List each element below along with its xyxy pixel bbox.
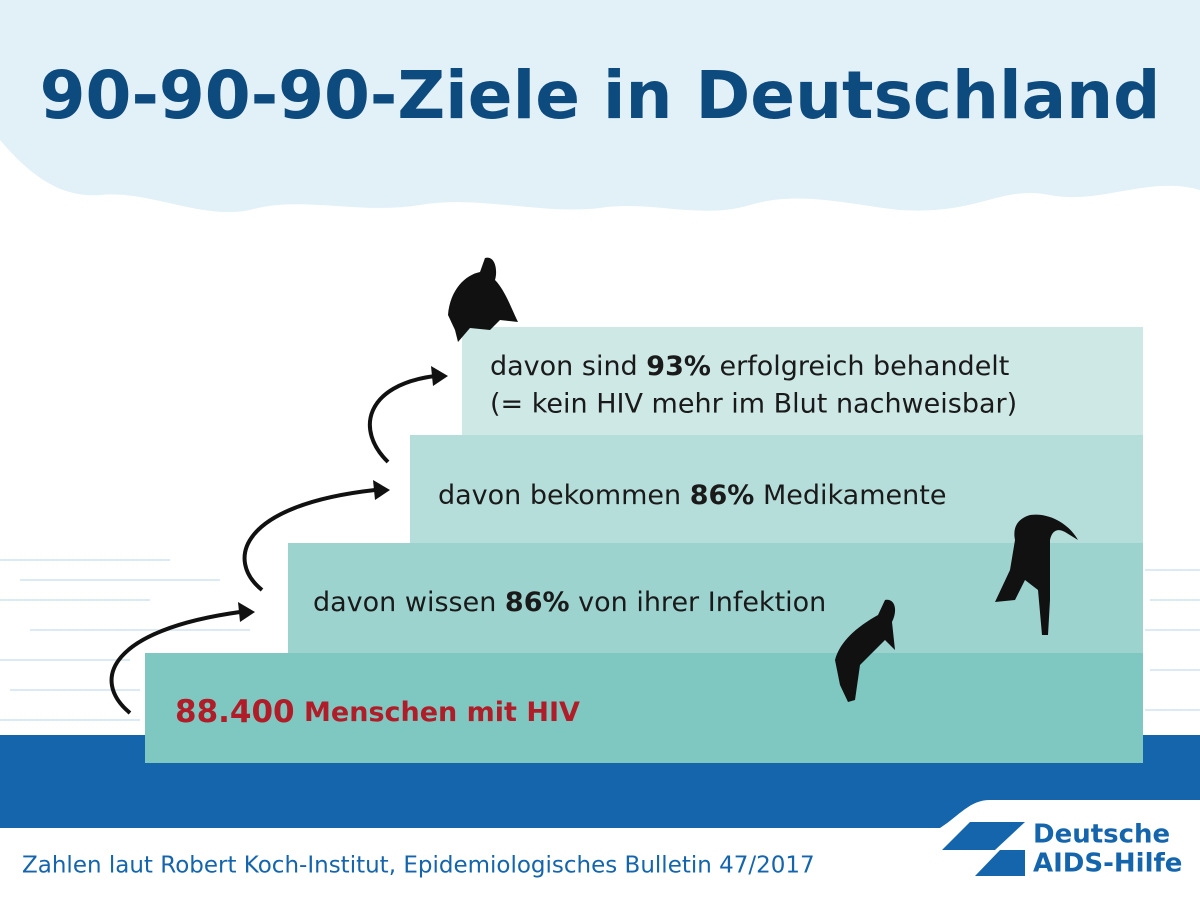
step-text: davon sind — [490, 351, 646, 382]
logo: Deutsche AIDS-Hilfe — [942, 820, 1182, 879]
footer-source: Zahlen laut Robert Koch-Institut, Epidem… — [22, 853, 815, 879]
step-1-number: 88.400 — [175, 694, 295, 730]
step-text: davon bekommen — [438, 480, 690, 511]
step-4 — [462, 327, 1143, 437]
step-text: erfolgreich behandelt — [711, 351, 1009, 382]
step-4-text: davon sind 93% erfolgreich behandelt — [490, 351, 1009, 382]
step-text: davon wissen — [313, 587, 505, 618]
logo-line2: AIDS-Hilfe — [1033, 849, 1182, 879]
title: 90-90-90-Ziele in Deutschland — [40, 57, 1161, 134]
step-1 — [145, 653, 1143, 763]
silhouettes — [448, 257, 1078, 702]
logo-line1: Deutsche — [1033, 820, 1170, 850]
step-percent: 86% — [690, 480, 755, 511]
step-percent: 93% — [646, 351, 711, 382]
step-2-text: davon wissen 86% von ihrer Infektion — [313, 587, 826, 618]
step-text: Medikamente — [754, 480, 946, 511]
logo-mark — [975, 850, 1025, 876]
step-4-line2: (= kein HIV mehr im Blut nachweisbar) — [490, 389, 1017, 420]
arrows — [109, 374, 436, 715]
cloud — [0, 0, 1200, 213]
logo-mark — [942, 822, 1025, 850]
step-percent: 86% — [505, 587, 570, 618]
step-1-label: Menschen mit HIV — [295, 697, 580, 728]
water-lines — [0, 559, 1200, 721]
arrowheads — [238, 366, 448, 622]
step-3-text: davon bekommen 86% Medikamente — [438, 480, 946, 511]
step-text: von ihrer Infektion — [570, 587, 827, 618]
step-1-text: 88.400 Menschen mit HIV — [175, 694, 580, 730]
